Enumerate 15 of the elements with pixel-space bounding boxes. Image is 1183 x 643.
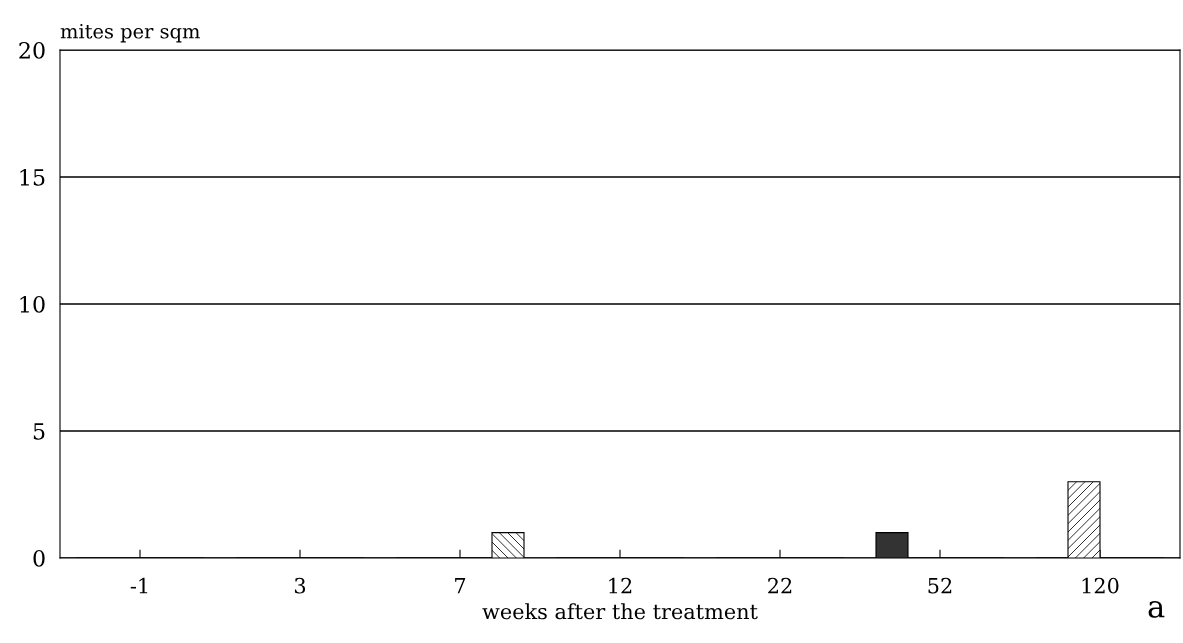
x-tick-label: 7 — [455, 578, 466, 594]
x-tick-label: 52 — [928, 577, 952, 594]
y-tick-label: 20 — [19, 41, 45, 59]
y-tick-label: 15 — [20, 168, 45, 186]
x-axis-title: weeks after the treatment — [482, 603, 758, 620]
text: a — [1148, 601, 1165, 618]
x-tick-label: -1 — [130, 577, 148, 594]
x-tick-label: 3 — [294, 577, 306, 594]
x-tick-label: 22 — [768, 577, 792, 594]
x-tick-label: 120 — [1082, 577, 1119, 594]
x-tick-label: 12 — [609, 577, 632, 594]
y-axis-title: mites per sqm — [60, 24, 200, 43]
y-tick-label: 0 — [33, 549, 45, 567]
y-tick-label: 10 — [20, 295, 45, 313]
y-tick-label: 5 — [33, 423, 45, 440]
